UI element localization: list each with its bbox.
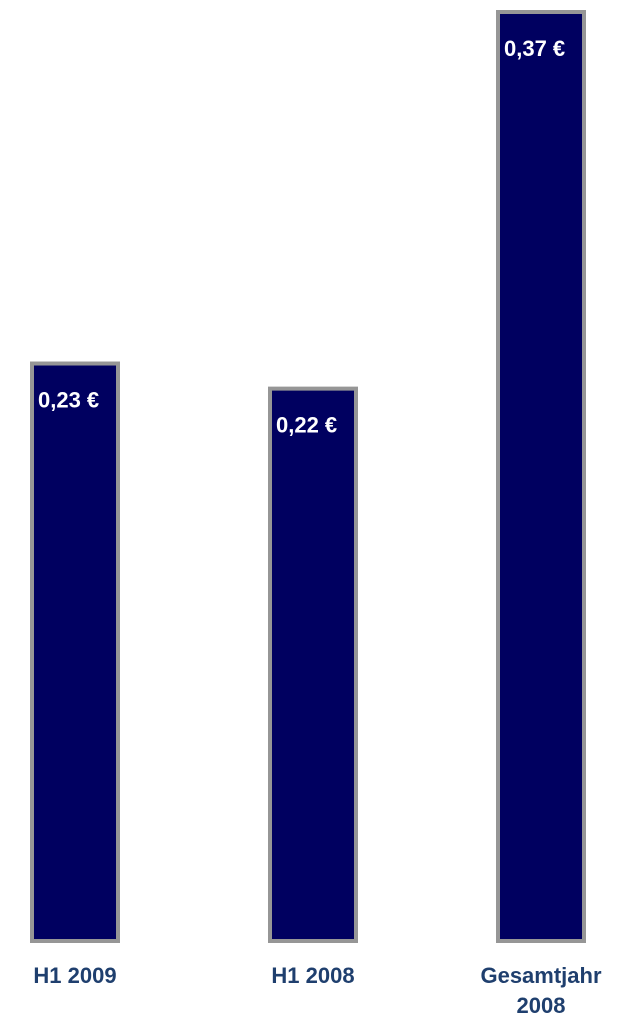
category-label-1: H1 2008 (271, 963, 354, 988)
bar-0 (30, 361, 120, 944)
category-label-2-line-0: Gesamtjahr (480, 963, 601, 988)
bar-2 (496, 10, 586, 943)
bar-1 (268, 386, 358, 943)
value-label-1: 0,22 € (276, 413, 337, 438)
value-label-2: 0,37 € (504, 36, 565, 61)
value-label-0: 0,23 € (38, 388, 99, 413)
category-label-0: H1 2009 (33, 963, 116, 988)
category-label-2-line-1: 2008 (517, 993, 566, 1018)
